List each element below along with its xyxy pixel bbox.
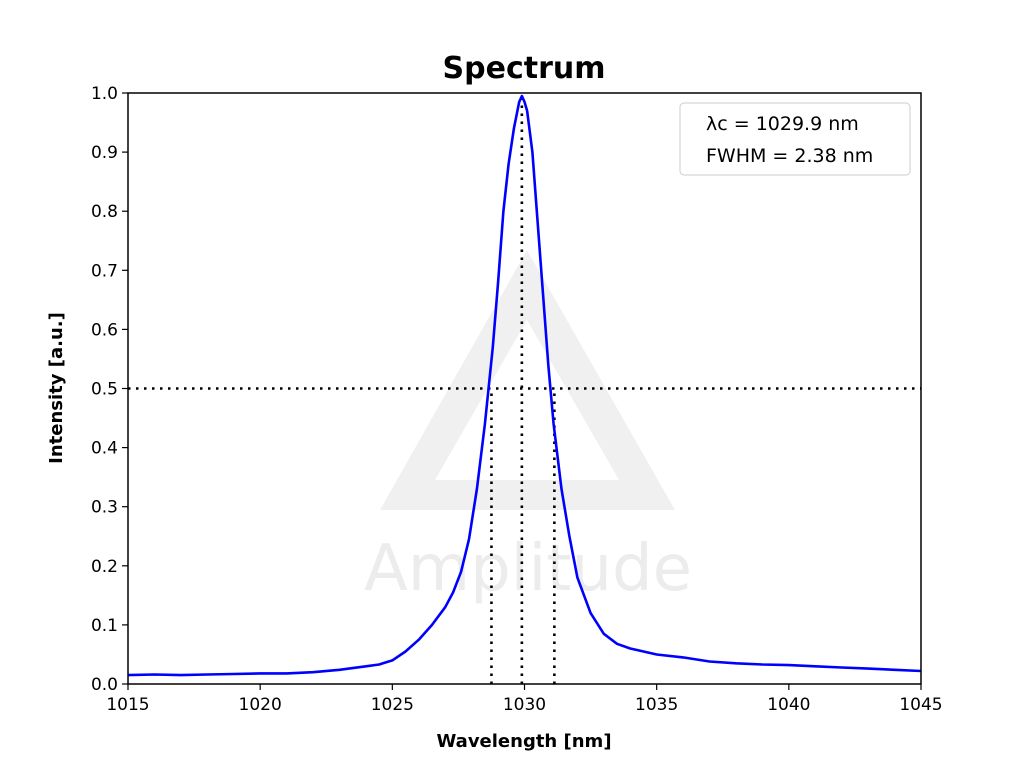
spectrum-line [127,94,922,677]
x-tick-label: 1030 [503,695,546,715]
y-tick-label: 0.5 [91,380,118,400]
series-layer [127,94,922,677]
y-tick-label: 0.3 [91,498,118,518]
x-tick-label: 1015 [106,695,149,715]
y-tick-label: 0.4 [91,439,118,459]
reference-lines [128,93,921,684]
y-tick-label: 0.8 [91,202,118,222]
legend: λc = 1029.9 nm FWHM = 2.38 nm [679,102,911,176]
legend-box [679,102,911,176]
plot-frame [127,92,922,685]
y-tick-label: 0.0 [91,675,118,695]
legend-center-wavelength: λc = 1029.9 nm [706,113,859,135]
y-tick-label: 0.7 [91,261,118,281]
x-tick-label: 1045 [899,695,942,715]
x-axis-label: Wavelength [nm] [436,731,611,752]
ticks-layer: 1015 1020 1025 1030 1035 1040 1045 0.0 0.1 0.2 0.3… [91,84,943,715]
y-tick-label: 0.6 [91,320,118,340]
y-tick-label: 0.2 [91,557,118,577]
watermark-text: Amplitude [364,532,692,606]
x-tick-label: 1040 [767,695,810,715]
y-axis-label: Intensity [a.u.] [46,312,67,464]
y-tick-label: 0.9 [91,143,118,163]
watermark-triangle-icon [380,250,675,510]
chart-title: Spectrum [443,51,606,86]
y-tick-label: 0.1 [91,616,118,636]
x-tick-label: 1020 [239,695,282,715]
y-tick-label: 1.0 [91,84,118,104]
x-tick-label: 1025 [371,695,414,715]
watermark: Amplitude [364,250,692,606]
legend-fwhm: FWHM = 2.38 nm [706,145,873,167]
x-tick-label: 1035 [635,695,678,715]
